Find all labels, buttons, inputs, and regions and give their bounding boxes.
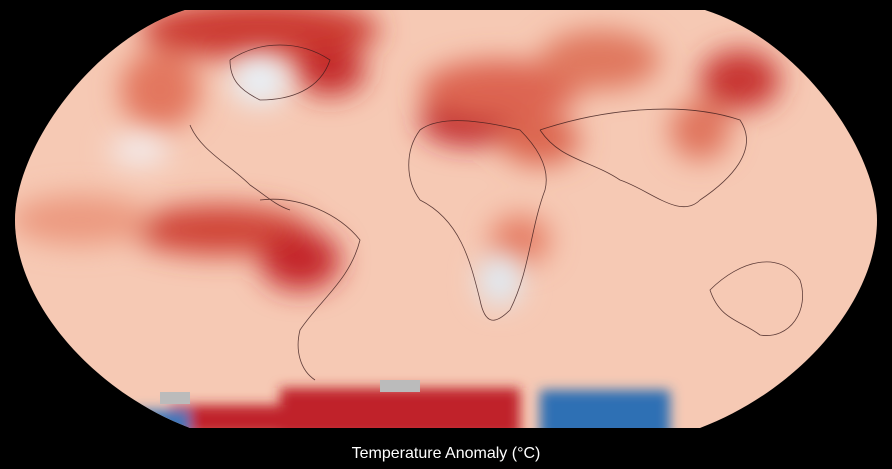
caption: Temperature Anomaly (°C) <box>352 445 541 462</box>
warm-regions <box>15 10 780 290</box>
anomaly-map <box>15 10 877 428</box>
coastlines <box>189 44 803 381</box>
cool-regions <box>110 55 522 305</box>
